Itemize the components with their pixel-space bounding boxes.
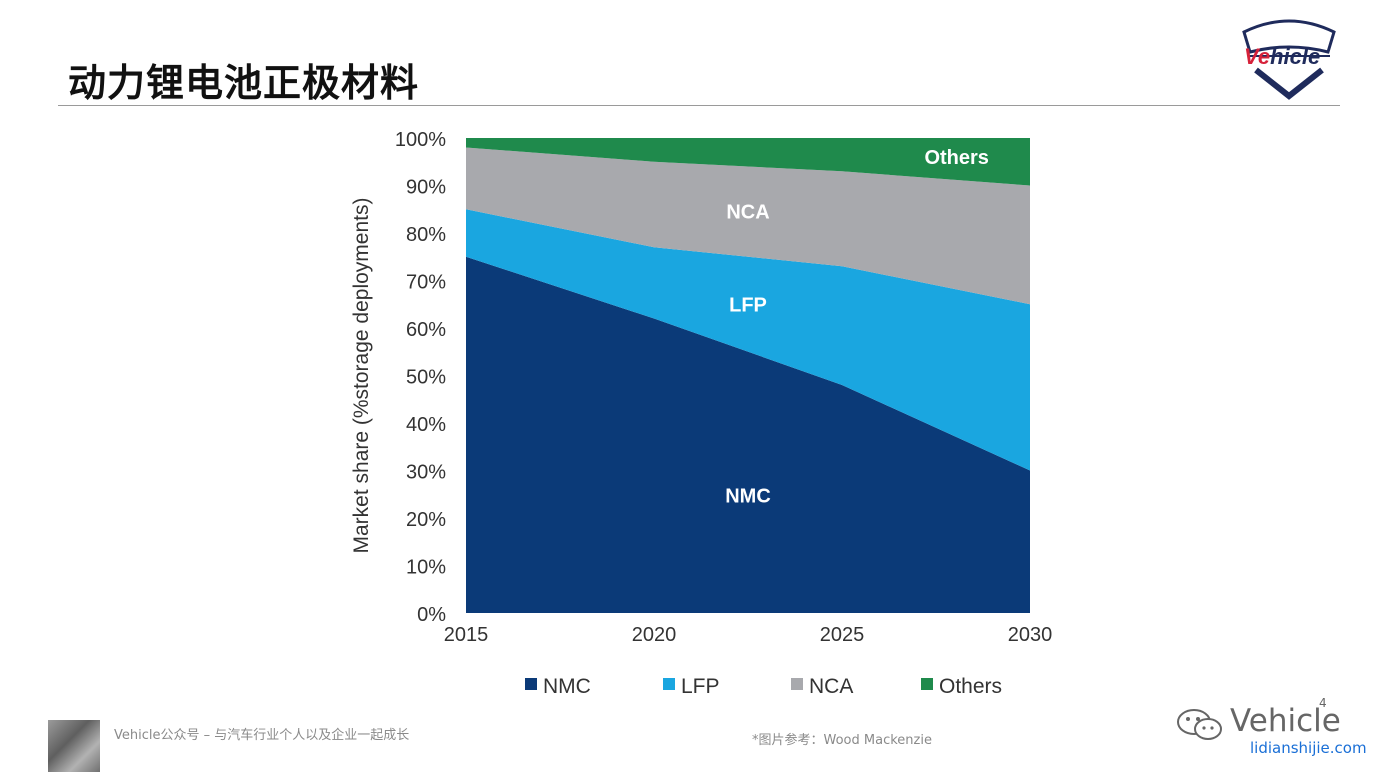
y-axis-label: Market share (%storage deployments) xyxy=(350,198,373,554)
logo-text-rest: hicle xyxy=(1270,44,1321,69)
title-divider xyxy=(58,105,1340,106)
legend-label-lfp: LFP xyxy=(681,675,720,698)
y-tick-label: 50% xyxy=(406,367,446,389)
logo-text: Vehicle xyxy=(1244,44,1320,70)
image-source-note: *图片参考：Wood Mackenzie xyxy=(752,733,932,748)
legend-swatch-others xyxy=(921,678,933,690)
y-tick-label: 20% xyxy=(406,509,446,531)
page-number: 4 xyxy=(1319,696,1327,710)
vehicle-logo-icon xyxy=(1242,19,1336,100)
legend-label-others: Others xyxy=(939,675,1002,698)
x-tick-label: 2020 xyxy=(632,624,677,646)
legend-label-nmc: NMC xyxy=(543,675,591,698)
legend-label-nca: NCA xyxy=(809,675,853,698)
y-tick-label: 0% xyxy=(417,604,446,626)
legend-swatch-nca xyxy=(791,678,803,690)
footer-slogan: Vehicle公众号 – 与汽车行业个人以及企业一起成长 xyxy=(114,728,410,743)
market-share-area-chart: NMC LFP NCA Others 0% 10% 20% 30% 40% 50% 60% 70% 80… xyxy=(350,129,1053,698)
y-tick-label: 90% xyxy=(406,177,446,199)
x-tick-label: 2025 xyxy=(820,624,865,646)
y-tick-label: 40% xyxy=(406,414,446,436)
wechat-icon xyxy=(1177,709,1222,740)
y-tick-label: 70% xyxy=(406,272,446,294)
y-tick-label: 60% xyxy=(406,319,446,341)
area-others xyxy=(466,138,1030,186)
area-label-others: Others xyxy=(924,147,988,169)
logo-text-ve: Ve xyxy=(1244,44,1271,69)
area-nmc xyxy=(466,256,1030,613)
y-tick-label: 30% xyxy=(406,462,446,484)
area-label-nca: NCA xyxy=(726,202,769,224)
area-nca xyxy=(466,147,1030,305)
legend-swatch-nmc xyxy=(525,678,537,690)
area-label-nmc: NMC xyxy=(725,485,771,507)
footer-thumbnail xyxy=(48,720,100,772)
x-tick-label: 2030 xyxy=(1008,624,1053,646)
area-label-lfp: LFP xyxy=(729,294,767,316)
legend-swatch-lfp xyxy=(663,678,675,690)
watermark-text: Vehicle xyxy=(1230,703,1341,739)
y-tick-label: 100% xyxy=(395,129,446,151)
x-tick-label: 2015 xyxy=(444,624,489,646)
y-tick-label: 10% xyxy=(406,557,446,579)
slide-title: 动力锂电池正极材料 xyxy=(68,61,420,105)
area-lfp xyxy=(466,209,1030,471)
watermark-url: lidianshijie.com xyxy=(1250,739,1367,757)
y-tick-label: 80% xyxy=(406,224,446,246)
